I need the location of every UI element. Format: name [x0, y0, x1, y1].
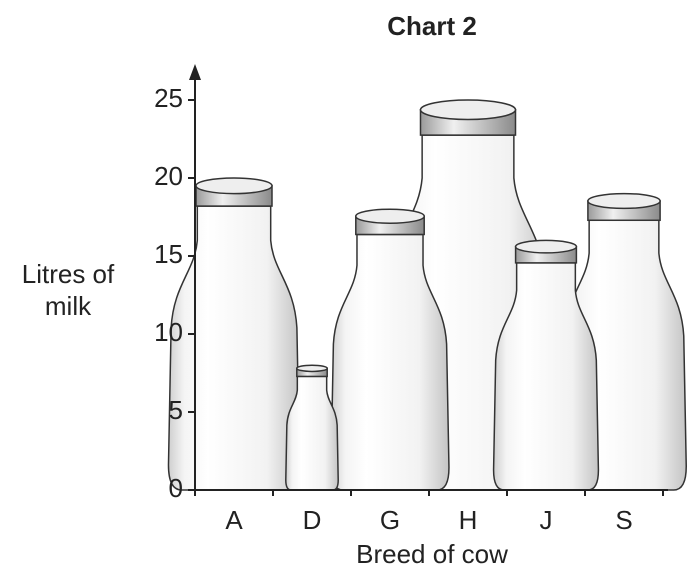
- bottles: [168, 100, 686, 490]
- chart-title: Chart 2: [387, 11, 477, 41]
- bottle-cap-top: [420, 100, 515, 120]
- bottle-cap-top: [516, 240, 577, 252]
- x-tick-label: G: [380, 505, 400, 535]
- x-tick-label: J: [540, 505, 553, 535]
- bottle-cap-top: [588, 194, 660, 209]
- x-axis-label: Breed of cow: [356, 539, 508, 569]
- y-tick-label: 20: [154, 161, 183, 191]
- x-tick-label: D: [303, 505, 322, 535]
- bottle-cap-top: [297, 365, 327, 371]
- y-tick-label: 5: [169, 395, 183, 425]
- y-axis-arrow: [189, 64, 201, 80]
- bottle-cap-top: [356, 209, 424, 223]
- x-tick-label: A: [225, 505, 243, 535]
- x-tick-label: H: [459, 505, 478, 535]
- y-axis-label: Litres of milk: [8, 258, 128, 322]
- page: {"chart_data": {"type": "pictogram", "ti…: [0, 0, 696, 573]
- y-tick-label: 0: [169, 473, 183, 503]
- y-tick-label: 10: [154, 317, 183, 347]
- bottle-cap-top: [196, 178, 272, 194]
- bottle: [168, 206, 299, 490]
- y-tick-label: 15: [154, 239, 183, 269]
- x-tick-label: S: [615, 505, 632, 535]
- y-tick-label: 25: [154, 83, 183, 113]
